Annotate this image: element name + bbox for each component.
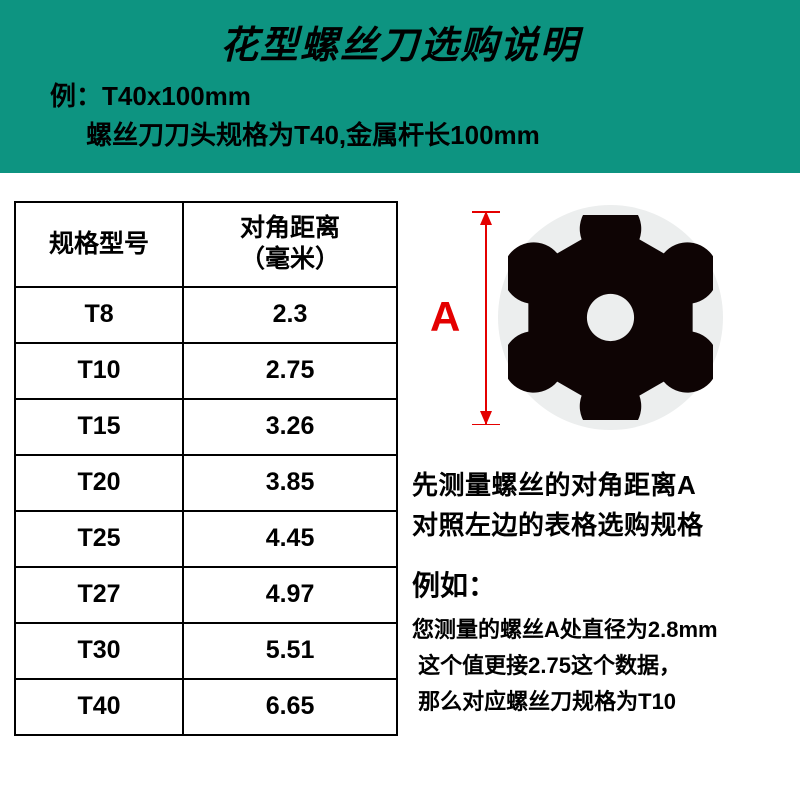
table-row: T102.75	[15, 343, 397, 399]
header-example: 例：T40x100mm 螺丝刀刀头规格为T40,金属杆长100mm	[30, 77, 770, 155]
cell-spec: T10	[15, 343, 183, 399]
instruction-line-2: 对照左边的表格选购规格	[412, 505, 786, 545]
table-row: T305.51	[15, 623, 397, 679]
dimension-line	[472, 211, 500, 425]
table-row: T153.26	[15, 399, 397, 455]
cell-distance: 3.85	[183, 455, 397, 511]
col-header-distance: 对角距离（毫米）	[183, 202, 397, 287]
torx-diagram: A	[412, 205, 786, 435]
cell-spec: T20	[15, 455, 183, 511]
table-row: T82.3	[15, 287, 397, 343]
torx-shape-bg	[498, 205, 723, 430]
cell-distance: 4.45	[183, 511, 397, 567]
example-desc: 螺丝刀刀头规格为T40,金属杆长100mm	[86, 120, 540, 150]
main-content: 规格型号 对角距离（毫米） T82.3T102.75T153.26T203.85…	[0, 173, 800, 736]
col-header-spec: 规格型号	[15, 202, 183, 287]
cell-distance: 3.26	[183, 399, 397, 455]
table-header-row: 规格型号 对角距离（毫米）	[15, 202, 397, 287]
instruction-line-1: 先测量螺丝的对角距离A	[412, 465, 786, 505]
spec-table-container: 规格型号 对角距离（毫米） T82.3T102.75T153.26T203.85…	[14, 201, 398, 736]
cell-spec: T40	[15, 679, 183, 735]
cell-spec: T30	[15, 623, 183, 679]
cell-spec: T25	[15, 511, 183, 567]
cell-spec: T8	[15, 287, 183, 343]
spec-table: 规格型号 对角距离（毫米） T82.3T102.75T153.26T203.85…	[14, 201, 398, 736]
cell-distance: 4.97	[183, 567, 397, 623]
example-line-1: 您测量的螺丝A处直径为2.8mm	[412, 612, 786, 648]
cell-distance: 2.3	[183, 287, 397, 343]
example-heading: 例如：	[412, 564, 786, 604]
page-title: 花型螺丝刀选购说明	[30, 14, 770, 69]
torx-icon	[508, 215, 713, 420]
dimension-label: A	[430, 293, 460, 341]
cell-distance: 6.65	[183, 679, 397, 735]
example-line-3: 那么对应螺丝刀规格为T10	[412, 684, 786, 720]
table-row: T274.97	[15, 567, 397, 623]
cell-distance: 2.75	[183, 343, 397, 399]
table-row: T406.65	[15, 679, 397, 735]
example-line-2: 这个值更接2.75这个数据，	[412, 648, 786, 684]
cell-spec: T27	[15, 567, 183, 623]
example-label: 例：	[50, 81, 102, 111]
cell-distance: 5.51	[183, 623, 397, 679]
cell-spec: T15	[15, 399, 183, 455]
right-panel: A 先测量螺丝的对角距离A 对照左边的表格选购规格 例如： 您测量的螺丝A处直径…	[412, 201, 786, 736]
header-banner: 花型螺丝刀选购说明 例：T40x100mm 螺丝刀刀头规格为T40,金属杆长10…	[0, 0, 800, 173]
table-row: T203.85	[15, 455, 397, 511]
table-row: T254.45	[15, 511, 397, 567]
example-spec: T40x100mm	[102, 81, 251, 111]
